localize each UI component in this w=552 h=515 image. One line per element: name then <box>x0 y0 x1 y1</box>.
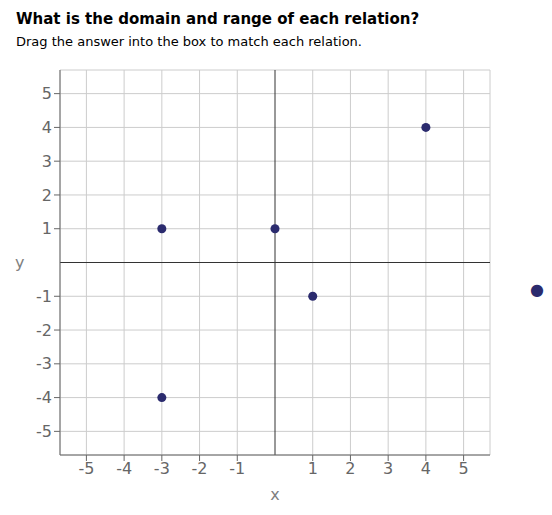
svg-text:-2: -2 <box>192 459 208 478</box>
svg-text:1: 1 <box>42 219 52 238</box>
svg-text:5: 5 <box>459 459 469 478</box>
svg-text:3: 3 <box>383 459 393 478</box>
svg-text:-5: -5 <box>78 459 94 478</box>
svg-text:4: 4 <box>42 118 52 137</box>
svg-text:3: 3 <box>42 152 52 171</box>
svg-text:-4: -4 <box>36 388 52 407</box>
svg-text:-3: -3 <box>154 459 170 478</box>
svg-text:4: 4 <box>421 459 431 478</box>
svg-text:1: 1 <box>308 459 318 478</box>
svg-text:-4: -4 <box>116 459 132 478</box>
svg-text:y: y <box>15 253 24 272</box>
svg-text:-1: -1 <box>229 459 245 478</box>
html-text:Drag the answer into the box t: Drag the answer into the box to match ea… <box>16 34 362 49</box>
svg-text:5: 5 <box>42 84 52 103</box>
svg-text:x: x <box>270 485 279 504</box>
svg-text:-1: -1 <box>36 287 52 306</box>
svg-text:2: 2 <box>345 459 355 478</box>
html-text:What is the domain and range o: What is the domain and range of each rel… <box>16 10 420 28</box>
svg-text:-5: -5 <box>36 422 52 441</box>
svg-text:-3: -3 <box>36 354 52 373</box>
svg-text:2: 2 <box>42 186 52 205</box>
svg-text:-2: -2 <box>36 321 52 340</box>
